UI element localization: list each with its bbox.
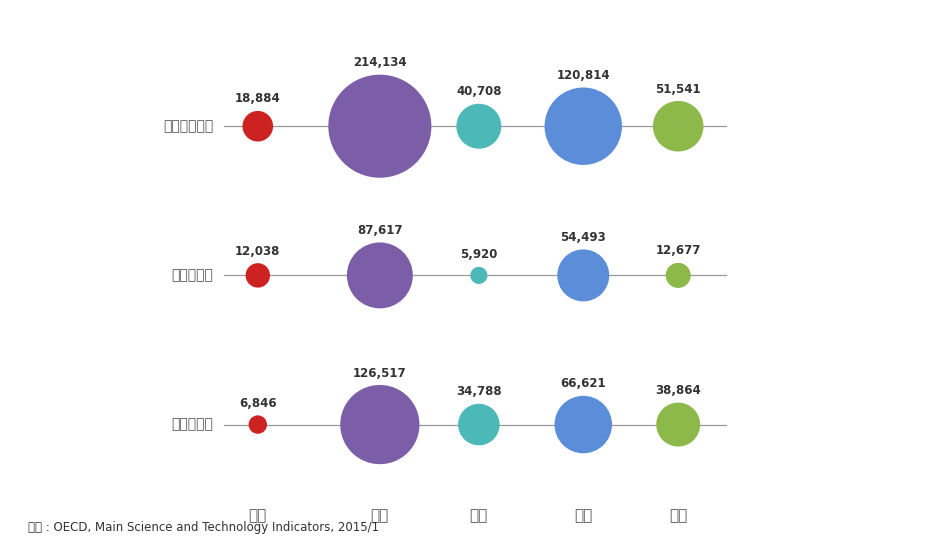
Circle shape [458, 404, 500, 446]
Text: 87,617: 87,617 [358, 224, 402, 237]
Circle shape [242, 111, 273, 141]
Circle shape [347, 243, 413, 308]
Text: 120,814: 120,814 [557, 69, 610, 82]
Text: 6,846: 6,846 [239, 397, 277, 410]
Text: 38,864: 38,864 [655, 384, 701, 397]
Text: 12,677: 12,677 [655, 244, 701, 257]
Text: 미국: 미국 [371, 509, 389, 524]
Circle shape [557, 249, 609, 301]
Circle shape [545, 88, 622, 165]
Text: 독일: 독일 [574, 509, 592, 524]
Text: 5,920: 5,920 [461, 249, 498, 262]
Text: 기술수출액: 기술수출액 [171, 418, 213, 431]
Text: 66,621: 66,621 [561, 378, 607, 391]
Text: 51,541: 51,541 [655, 83, 701, 96]
Text: 자료 : OECD, Main Science and Technology Indicators, 2015/1: 자료 : OECD, Main Science and Technology I… [28, 521, 379, 534]
Text: 126,517: 126,517 [353, 367, 406, 380]
Text: 기술도입액: 기술도입액 [171, 268, 213, 282]
Circle shape [329, 75, 431, 178]
Text: 54,493: 54,493 [561, 231, 607, 244]
Circle shape [653, 101, 704, 151]
Circle shape [656, 403, 700, 447]
Text: 214,134: 214,134 [353, 56, 406, 69]
Text: 12,038: 12,038 [235, 245, 281, 258]
Text: 18,884: 18,884 [235, 92, 281, 106]
Circle shape [554, 396, 612, 453]
Text: 영국: 영국 [669, 509, 687, 524]
Text: 34,788: 34,788 [456, 385, 502, 398]
Circle shape [341, 385, 419, 464]
Circle shape [245, 263, 270, 288]
Text: 40,708: 40,708 [456, 85, 502, 98]
Circle shape [249, 416, 267, 434]
Circle shape [665, 263, 691, 288]
Circle shape [457, 104, 502, 149]
Text: 일본: 일본 [470, 509, 488, 524]
Text: 한국: 한국 [249, 509, 267, 524]
Circle shape [470, 267, 488, 284]
Text: 기술무역규모: 기술무역규모 [163, 119, 213, 133]
